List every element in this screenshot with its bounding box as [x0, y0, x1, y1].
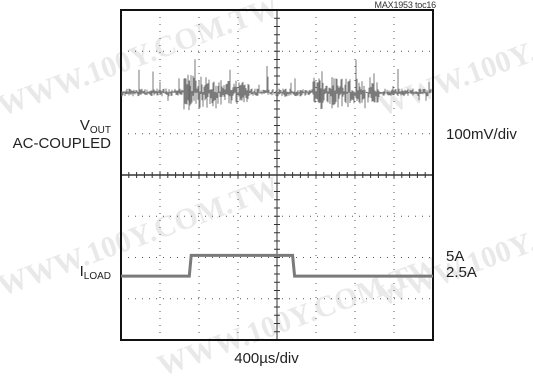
iload-label-sub: LOAD — [83, 271, 111, 282]
iload-high-label: 5A — [446, 248, 465, 265]
scope-plot — [120, 9, 434, 341]
vout-label: VOUT — [80, 117, 111, 136]
vout-trace — [121, 59, 432, 111]
x-axis-scale-label: 400µs/div — [234, 350, 299, 367]
iload-label-main: I — [79, 263, 84, 280]
vout-label-main: V — [79, 117, 90, 134]
vout-coupling-label: AC-COUPLED — [12, 135, 111, 152]
iload-low-label: 2.5A — [446, 264, 477, 281]
vout-scale-label: 100mV/div — [446, 126, 517, 143]
figure-id: MAX1953 toc16 — [374, 0, 437, 10]
iload-label: ILOAD — [80, 263, 111, 282]
scope-frame — [120, 9, 434, 341]
iload-trace — [121, 253, 433, 278]
vout-label-sub: OUT — [89, 125, 111, 136]
